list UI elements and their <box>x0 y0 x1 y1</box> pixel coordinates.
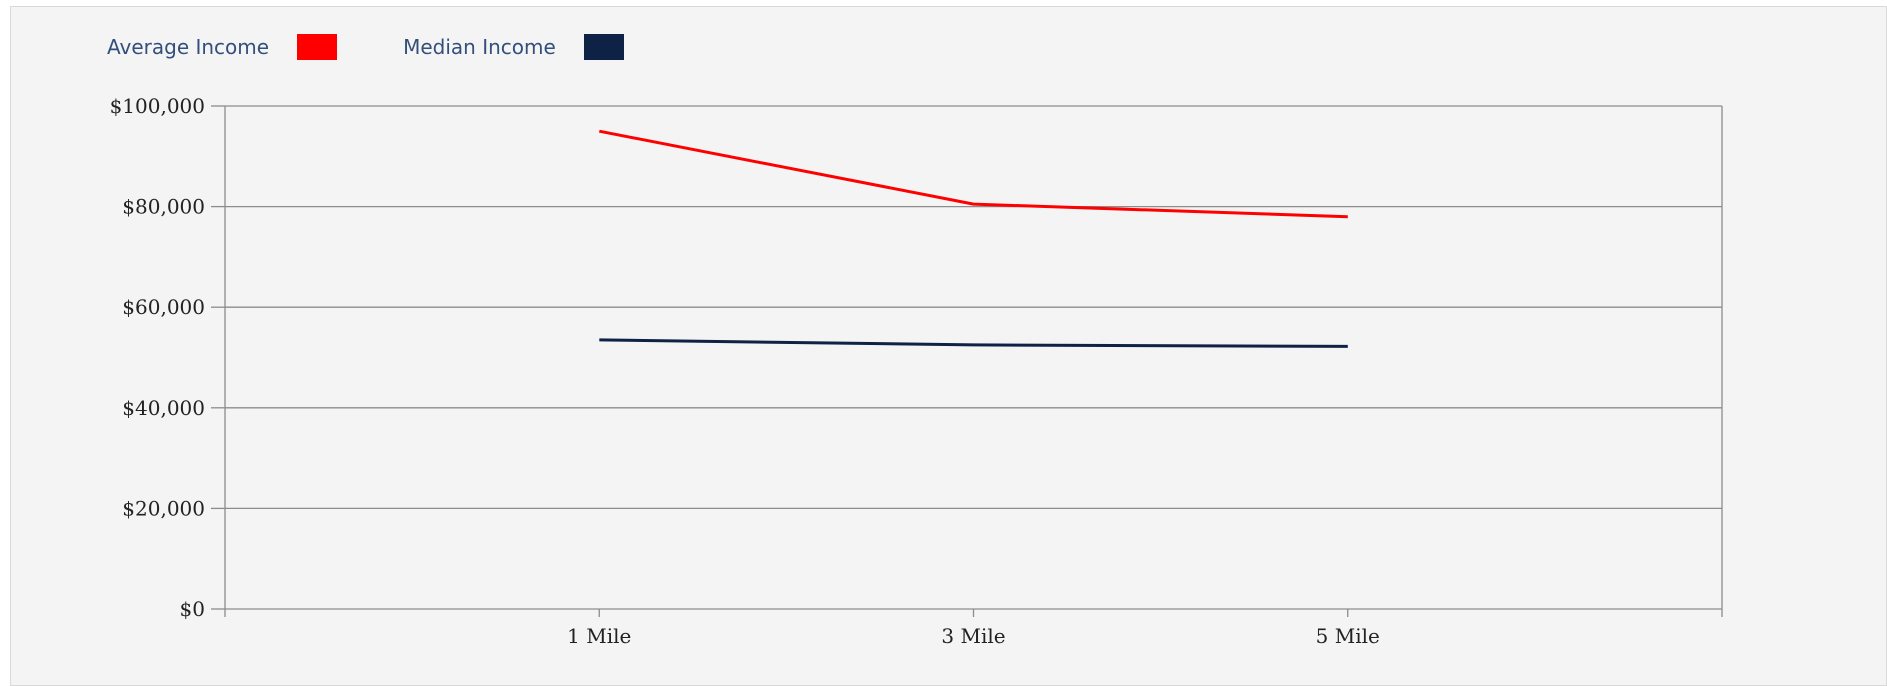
legend-item-average-income: Average Income <box>107 34 338 60</box>
y-tick-label: $60,000 <box>122 295 205 319</box>
y-tick-label: $100,000 <box>110 94 205 118</box>
legend-swatch-median-income <box>583 34 624 60</box>
series-line-median-income <box>599 338 1348 348</box>
legend-label-average-income: Average Income <box>107 35 270 59</box>
y-tick-label: $0 <box>180 597 205 621</box>
y-tick-label: $40,000 <box>122 396 205 420</box>
legend-label-median-income: Median Income <box>403 35 556 59</box>
x-tick-label: 1 Mile <box>567 624 631 648</box>
y-tick-label: $80,000 <box>122 195 205 219</box>
legend-swatch-average-income <box>297 34 338 60</box>
chart-legend: Average Income Median Income <box>107 32 690 62</box>
legend-item-median-income: Median Income <box>403 34 624 60</box>
x-tick-label: 3 Mile <box>941 624 1005 648</box>
series-line-average-income <box>599 129 1348 219</box>
x-tick-label: 5 Mile <box>1316 624 1380 648</box>
y-tick-label: $20,000 <box>122 496 205 520</box>
